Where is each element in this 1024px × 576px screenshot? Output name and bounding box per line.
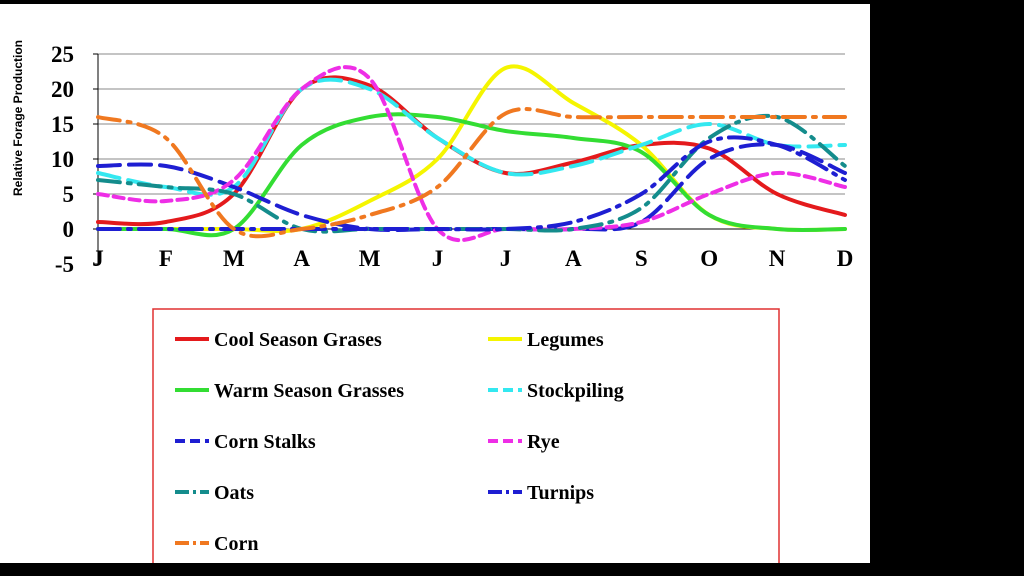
- y-tick-label: 5: [63, 182, 75, 207]
- x-tick-label: A: [293, 246, 310, 271]
- y-tick-label: 15: [51, 112, 74, 137]
- y-tick-label: 20: [51, 77, 74, 102]
- series-line-corn: [96, 107, 847, 239]
- series-line-rye: [96, 65, 847, 243]
- slide-canvas: -5 0 5 10 15 20 25 J F M A M J J A S O N D Relative Forage…: [0, 4, 870, 563]
- x-tick-label: F: [159, 246, 173, 271]
- legend-box: [152, 308, 780, 563]
- series-line-warm-season-grasses: [96, 112, 847, 238]
- x-tick-label: S: [635, 246, 648, 271]
- forage-line-chart: -5 0 5 10 15 20 25 J F M A M J J A S O N D Relative Forage…: [11, 40, 853, 563]
- legend-label: Stockpiling: [527, 380, 624, 402]
- legend-label: Legumes: [527, 329, 604, 351]
- legend-label: Oats: [214, 482, 254, 504]
- y-tick-label: -5: [55, 252, 74, 277]
- x-tick-label: A: [565, 246, 582, 271]
- series-lines: [96, 64, 847, 243]
- legend-label: Corn Stalks: [214, 431, 316, 453]
- x-tick-label: M: [359, 246, 381, 271]
- legend-label: Warm Season Grasses: [214, 380, 404, 402]
- x-tick-label: D: [837, 246, 854, 271]
- legend-label: Rye: [527, 431, 560, 453]
- series-line-oats: [96, 113, 847, 234]
- legend-label: Cool Season Grases: [214, 329, 382, 351]
- y-tick-label: 25: [51, 42, 74, 67]
- x-tick-label: J: [92, 246, 104, 271]
- legend: Cool Season Grases Legumes Warm Season Gra…: [152, 308, 780, 563]
- x-tick-label: J: [432, 246, 444, 271]
- legend-label: Corn: [214, 533, 258, 555]
- legend-label: Turnips: [527, 482, 594, 504]
- x-tick-label: O: [700, 246, 718, 271]
- x-tick-label: N: [769, 246, 786, 271]
- y-tick-label: 0: [63, 217, 75, 242]
- tick-labels: -5 0 5 10 15 20 25 J F M A M J J A S O N D: [51, 42, 853, 277]
- x-tick-label: M: [223, 246, 245, 271]
- y-tick-label: 10: [51, 147, 74, 172]
- x-tick-label: J: [500, 246, 512, 271]
- y-axis-label: Relative Forage Production: [11, 40, 25, 196]
- series-line-turnips: [96, 135, 847, 232]
